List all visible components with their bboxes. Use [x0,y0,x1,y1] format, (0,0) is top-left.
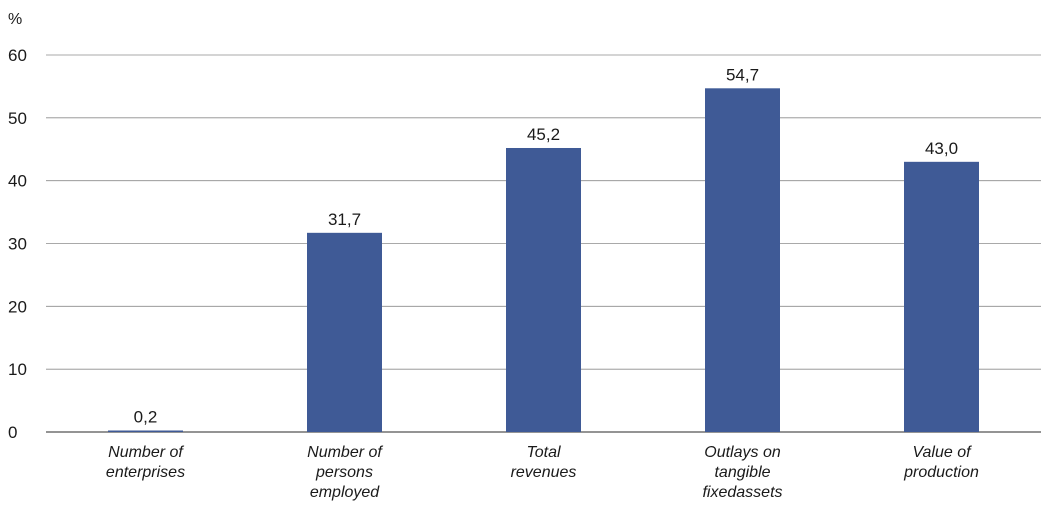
x-category-label: Number of persons employed [307,444,383,501]
x-category-label: Total revenues [511,444,577,481]
bar [307,232,382,432]
x-category-label-line: Value of [912,444,972,461]
y-tick-label: 10 [8,360,27,379]
y-tick-label: 30 [8,235,27,254]
x-category-label-line: production [903,464,979,481]
bar-value-label: 54,7 [726,65,759,84]
x-category-label-line: persons [315,464,373,481]
bars [108,88,979,433]
x-category-label-line: revenues [511,464,577,481]
bar [506,147,581,432]
x-category-label: Outlays on tangible fixedassets [702,444,782,501]
data-labels: 0,2 31,7 45,2 54,7 43,0 [134,65,958,426]
bar-value-label: 31,7 [328,210,361,229]
bar [705,88,780,432]
x-category-label-line: employed [310,484,380,501]
x-category-label-line: Number of [307,444,383,461]
x-category-label: Number of enterprises [106,444,185,481]
x-axis-categories: Number of enterprises Number of persons empl… [106,444,979,501]
x-category-label-line: tangible [714,464,770,481]
y-tick-label: 20 [8,297,27,316]
y-axis-ticks: 0 10 20 30 40 50 60 [8,46,27,442]
bar-value-label: 0,2 [134,408,158,427]
y-tick-label: 50 [8,109,27,128]
bar [108,430,183,432]
x-category-label-line: Number of [108,444,184,461]
x-category-label-line: Total [526,444,561,461]
y-axis-unit-label: % [8,11,22,28]
x-category-label-line: enterprises [106,464,185,481]
x-category-label: Value of production [903,444,979,481]
x-category-label-line: Outlays on [704,444,781,461]
bar-value-label: 43,0 [925,139,958,158]
y-tick-label: 60 [8,46,27,65]
x-category-label-line: fixedassets [702,484,782,501]
y-tick-label: 40 [8,172,27,191]
bar-value-label: 45,2 [527,125,560,144]
y-tick-label: 0 [8,423,17,442]
bar [904,161,979,433]
